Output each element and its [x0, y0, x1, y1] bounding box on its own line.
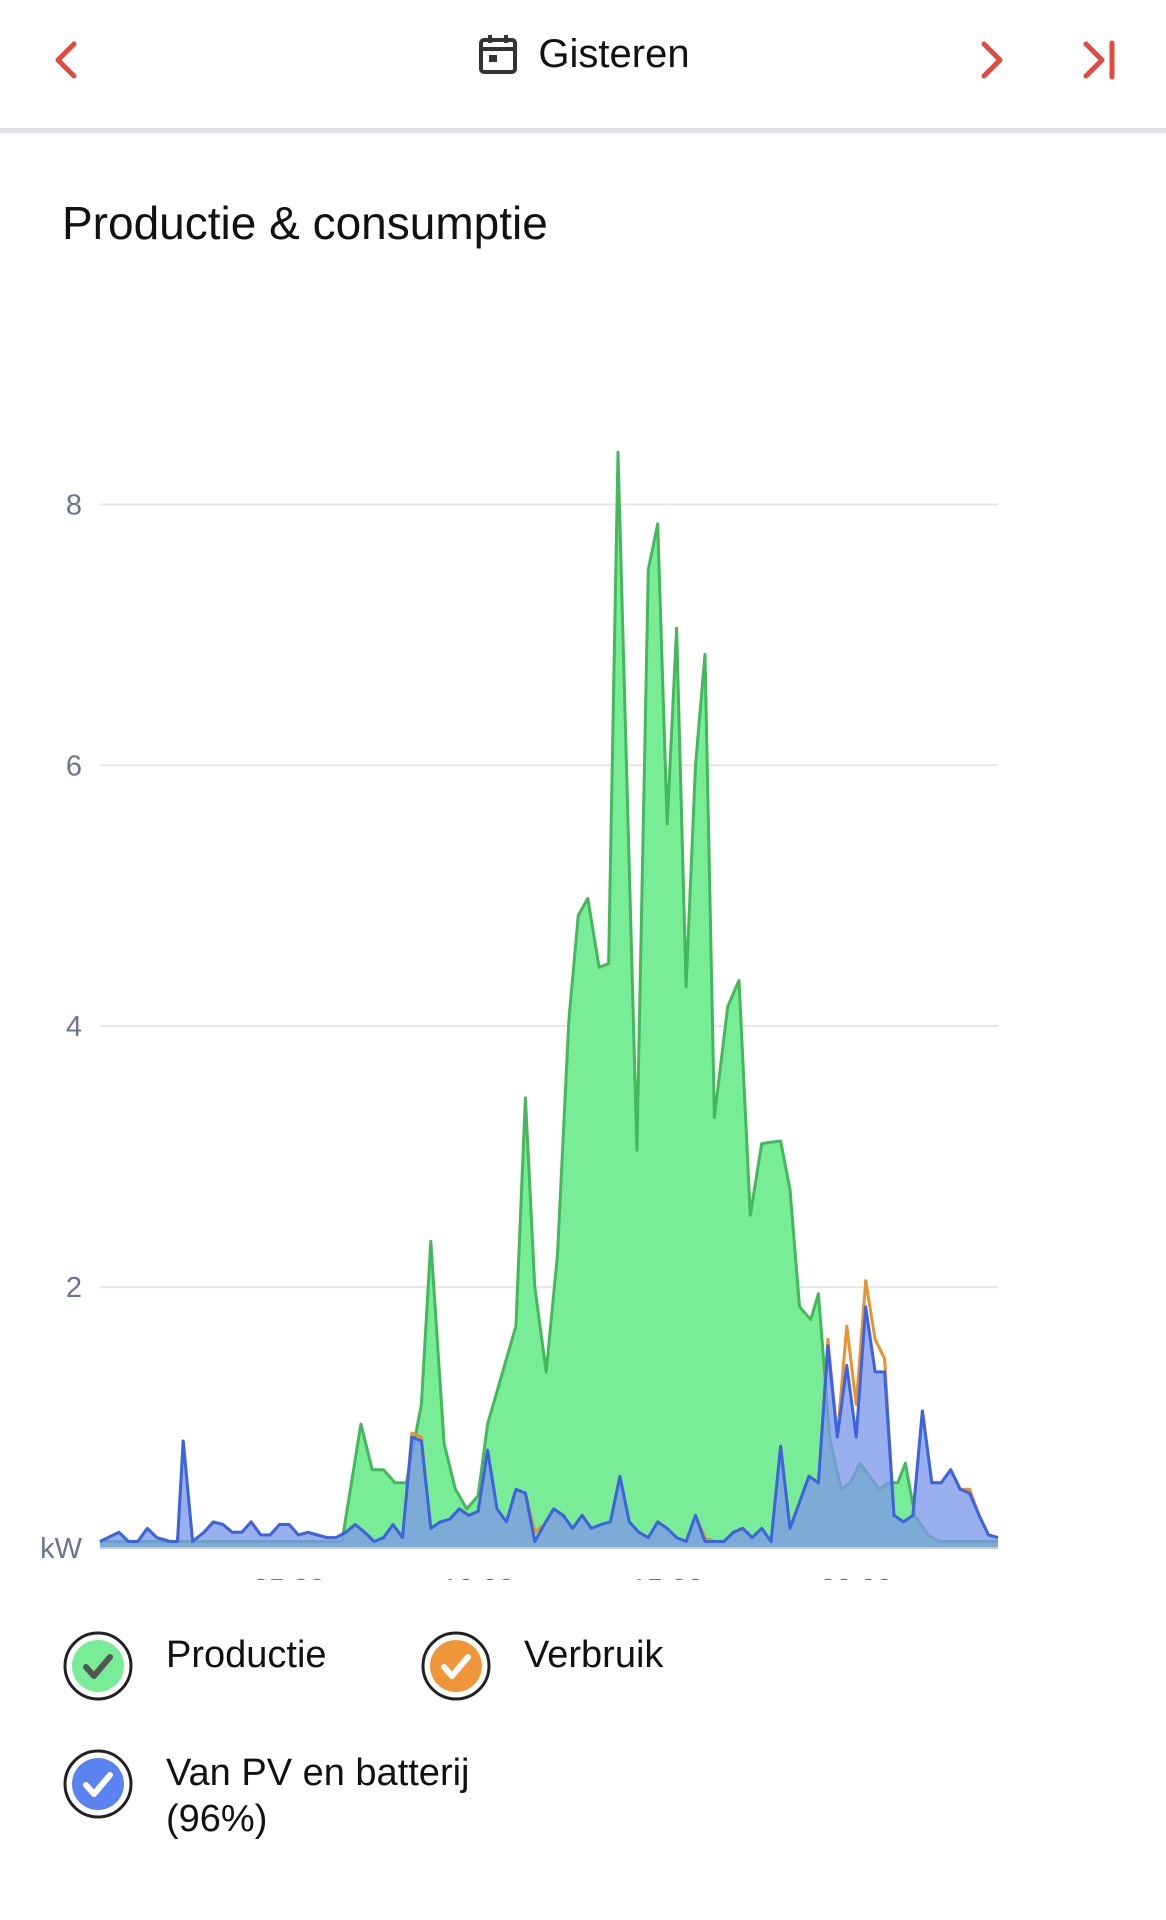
- x-tick-label-1500: 15:00: [631, 1574, 704, 1580]
- legend-item-van-pv-en-batterij[interactable]: Van PV en batterij (96%): [62, 1748, 469, 1842]
- next-day-button[interactable]: [962, 30, 1022, 90]
- date-selector[interactable]: Gisteren: [0, 26, 1166, 82]
- legend-label-van-pv-en-batterij: Van PV en batterij: [166, 1752, 470, 1794]
- chevron-right-icon: [981, 41, 1003, 79]
- skip-to-end-icon: [1083, 40, 1115, 80]
- check-icon: [63, 1631, 133, 1701]
- y-tick-label-4: 4: [66, 1011, 82, 1043]
- legend-label-verbruik: Verbruik: [524, 1634, 664, 1676]
- checkbox-van-pv-en-batterij[interactable]: [62, 1748, 134, 1820]
- date-label: Gisteren: [538, 31, 690, 76]
- legend-sublabel-percentage: (96%): [166, 1798, 268, 1840]
- x-tick-label-2000: 20:00: [820, 1574, 893, 1580]
- check-icon: [63, 1749, 133, 1819]
- check-icon: [421, 1631, 491, 1701]
- legend-item-verbruik[interactable]: Verbruik: [420, 1630, 663, 1702]
- legend-item-productie[interactable]: Productie: [62, 1630, 327, 1702]
- production-consumption-chart: 2 4 6 8 kW 05:00 10:00 15:00 20:00: [40, 450, 999, 1580]
- last-day-button[interactable]: [1070, 30, 1130, 90]
- top-bar: Gisteren: [0, 0, 1166, 133]
- legend-label-productie: Productie: [166, 1634, 327, 1676]
- y-tick-label-2: 2: [66, 1272, 82, 1304]
- y-unit-label: kW: [40, 1533, 83, 1565]
- calendar-icon: [479, 35, 518, 74]
- series-line-van-pv-en-batterij: [99, 1305, 999, 1543]
- previous-day-button[interactable]: [36, 30, 96, 90]
- section-title: Productie & consumptie: [62, 197, 548, 249]
- y-tick-label-6: 6: [66, 750, 82, 782]
- checkbox-productie[interactable]: [62, 1630, 134, 1702]
- series-area-productie: [100, 452, 998, 1549]
- y-tick-label-8: 8: [66, 489, 82, 521]
- x-tick-label-0500: 05:00: [253, 1574, 326, 1580]
- checkbox-verbruik[interactable]: [420, 1630, 492, 1702]
- chevron-left-icon: [55, 41, 77, 79]
- x-tick-label-1000: 10:00: [442, 1574, 515, 1580]
